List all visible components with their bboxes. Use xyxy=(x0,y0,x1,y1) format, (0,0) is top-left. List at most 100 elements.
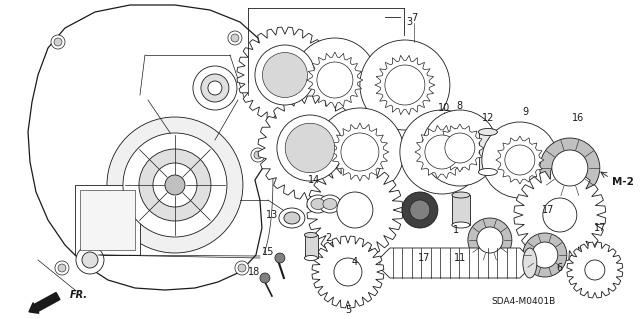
Circle shape xyxy=(262,53,307,98)
Text: 9: 9 xyxy=(523,107,529,117)
Bar xyxy=(80,190,135,250)
Polygon shape xyxy=(380,248,530,278)
Circle shape xyxy=(201,74,229,102)
Text: 11: 11 xyxy=(454,253,466,263)
Ellipse shape xyxy=(478,168,497,175)
Text: 3: 3 xyxy=(406,17,412,27)
Text: 17: 17 xyxy=(418,253,430,263)
Circle shape xyxy=(543,198,577,232)
Text: SDA4-M0401B: SDA4-M0401B xyxy=(492,298,556,307)
Circle shape xyxy=(385,65,425,105)
Polygon shape xyxy=(28,5,272,290)
Polygon shape xyxy=(436,124,484,172)
Polygon shape xyxy=(496,136,544,184)
Ellipse shape xyxy=(305,256,317,261)
Circle shape xyxy=(402,192,438,228)
Polygon shape xyxy=(307,162,403,258)
Polygon shape xyxy=(479,132,498,172)
Text: 10: 10 xyxy=(438,103,450,113)
Circle shape xyxy=(251,148,265,162)
Circle shape xyxy=(341,133,379,171)
Polygon shape xyxy=(305,235,318,258)
Circle shape xyxy=(316,108,404,196)
Circle shape xyxy=(82,252,98,268)
Circle shape xyxy=(293,38,377,122)
Ellipse shape xyxy=(523,248,537,278)
Text: 18: 18 xyxy=(248,267,260,277)
Circle shape xyxy=(76,246,104,274)
Text: 5: 5 xyxy=(345,305,351,315)
Circle shape xyxy=(208,81,222,95)
Circle shape xyxy=(235,261,249,275)
Circle shape xyxy=(468,218,512,262)
Text: 7: 7 xyxy=(411,13,417,23)
Circle shape xyxy=(400,110,484,194)
Circle shape xyxy=(334,258,362,286)
Ellipse shape xyxy=(311,198,325,210)
Text: 4: 4 xyxy=(352,257,358,267)
Text: 13: 13 xyxy=(266,210,278,220)
Text: 15: 15 xyxy=(262,247,274,257)
Ellipse shape xyxy=(478,129,497,136)
Polygon shape xyxy=(375,55,435,115)
Circle shape xyxy=(477,227,503,253)
Circle shape xyxy=(255,45,315,105)
Ellipse shape xyxy=(452,222,470,228)
Circle shape xyxy=(193,66,237,110)
Circle shape xyxy=(532,242,558,268)
Ellipse shape xyxy=(319,195,341,213)
Circle shape xyxy=(505,145,535,175)
FancyArrow shape xyxy=(29,293,60,313)
Ellipse shape xyxy=(307,195,329,213)
Polygon shape xyxy=(567,242,623,298)
Circle shape xyxy=(277,115,343,181)
Circle shape xyxy=(139,149,211,221)
Circle shape xyxy=(410,200,430,220)
Polygon shape xyxy=(452,195,470,225)
Text: M-2: M-2 xyxy=(612,177,634,187)
Bar xyxy=(75,185,140,255)
Circle shape xyxy=(317,62,353,98)
Circle shape xyxy=(107,117,243,253)
Circle shape xyxy=(523,233,567,277)
Text: 12: 12 xyxy=(482,113,494,123)
Polygon shape xyxy=(312,236,384,308)
Polygon shape xyxy=(514,169,605,261)
Circle shape xyxy=(254,151,262,159)
Ellipse shape xyxy=(452,192,470,198)
Circle shape xyxy=(123,133,227,237)
Circle shape xyxy=(360,40,450,130)
Polygon shape xyxy=(237,27,333,123)
Polygon shape xyxy=(331,123,389,181)
Ellipse shape xyxy=(284,212,300,224)
Text: 14: 14 xyxy=(308,175,320,185)
Circle shape xyxy=(54,38,62,46)
Text: 6: 6 xyxy=(557,263,563,273)
Circle shape xyxy=(260,273,270,283)
Circle shape xyxy=(585,260,605,280)
Circle shape xyxy=(425,135,459,169)
Circle shape xyxy=(55,261,69,275)
Circle shape xyxy=(337,192,373,228)
Text: 8: 8 xyxy=(457,101,463,111)
Polygon shape xyxy=(307,52,363,108)
Text: 17: 17 xyxy=(541,205,554,215)
Ellipse shape xyxy=(323,198,337,210)
Circle shape xyxy=(445,133,475,163)
Ellipse shape xyxy=(279,208,305,228)
Circle shape xyxy=(51,35,65,49)
Circle shape xyxy=(552,150,588,186)
Text: 1: 1 xyxy=(453,225,459,235)
Ellipse shape xyxy=(305,233,317,238)
Polygon shape xyxy=(415,125,469,179)
Text: FR.: FR. xyxy=(70,290,88,300)
Circle shape xyxy=(422,110,498,186)
Circle shape xyxy=(153,163,197,207)
Circle shape xyxy=(275,253,285,263)
Circle shape xyxy=(58,264,66,272)
Text: 2: 2 xyxy=(324,233,331,243)
Circle shape xyxy=(482,122,558,198)
Circle shape xyxy=(238,264,246,272)
Text: 16: 16 xyxy=(572,113,584,123)
Circle shape xyxy=(540,138,600,198)
